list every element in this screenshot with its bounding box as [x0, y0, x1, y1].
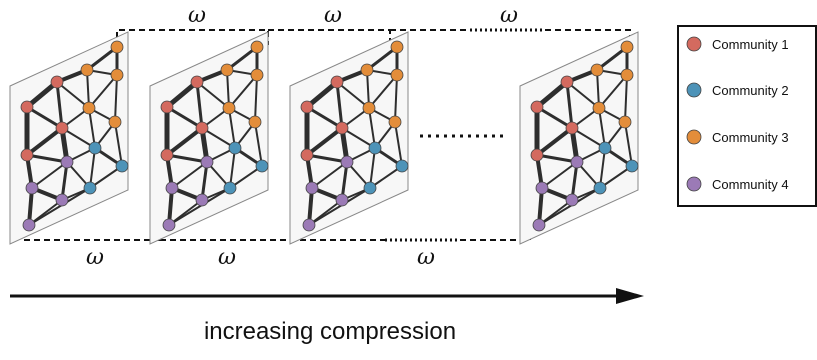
legend-label-community-2: Community 2: [712, 83, 789, 98]
legend-label-community-1: Community 1: [712, 37, 789, 52]
omega-label-top-2: ω: [324, 3, 342, 28]
omega-label-bottom-2: ω: [218, 245, 236, 270]
network-layer-1: [9, 31, 128, 245]
legend: Community 1 Community 2 Community 3 Comm…: [677, 25, 817, 207]
network-layer-n: [519, 31, 638, 245]
legend-item-1: Community 1: [686, 36, 789, 52]
network-layer-3: [289, 31, 408, 245]
legend-item-2: Community 2: [686, 82, 789, 98]
top-coupling-lines: [116, 28, 631, 48]
legend-item-4: Community 4: [686, 176, 789, 192]
omega-label-bottom-1: ω: [86, 245, 104, 270]
omega-label-bottom-3: ω: [417, 245, 435, 270]
legend-item-3: Community 3: [686, 129, 789, 145]
network-layer-2: [149, 31, 268, 245]
omega-label-top-3: ω: [500, 3, 518, 28]
legend-label-community-3: Community 3: [712, 130, 789, 145]
caption: increasing compression: [203, 318, 457, 345]
omega-label-top-1: ω: [188, 3, 206, 28]
bottom-coupling-lines: [21, 232, 531, 242]
direction-arrow: [10, 288, 644, 304]
legend-label-community-4: Community 4: [712, 177, 789, 192]
